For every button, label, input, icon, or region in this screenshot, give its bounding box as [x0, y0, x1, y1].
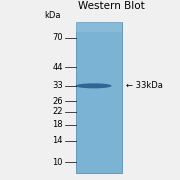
- Text: 26: 26: [52, 97, 63, 106]
- Text: kDa: kDa: [45, 11, 61, 20]
- Ellipse shape: [76, 83, 112, 88]
- Bar: [76, 22, 122, 32]
- Text: 18: 18: [52, 120, 63, 129]
- Text: 44: 44: [53, 63, 63, 72]
- Text: 70: 70: [52, 33, 63, 42]
- Text: 10: 10: [53, 158, 63, 167]
- Text: Western Blot: Western Blot: [78, 1, 145, 11]
- Text: 22: 22: [53, 107, 63, 116]
- Text: 14: 14: [53, 136, 63, 145]
- Text: ← 33kDa: ← 33kDa: [126, 81, 163, 90]
- Text: 33: 33: [52, 81, 63, 90]
- Bar: [76, 22, 122, 173]
